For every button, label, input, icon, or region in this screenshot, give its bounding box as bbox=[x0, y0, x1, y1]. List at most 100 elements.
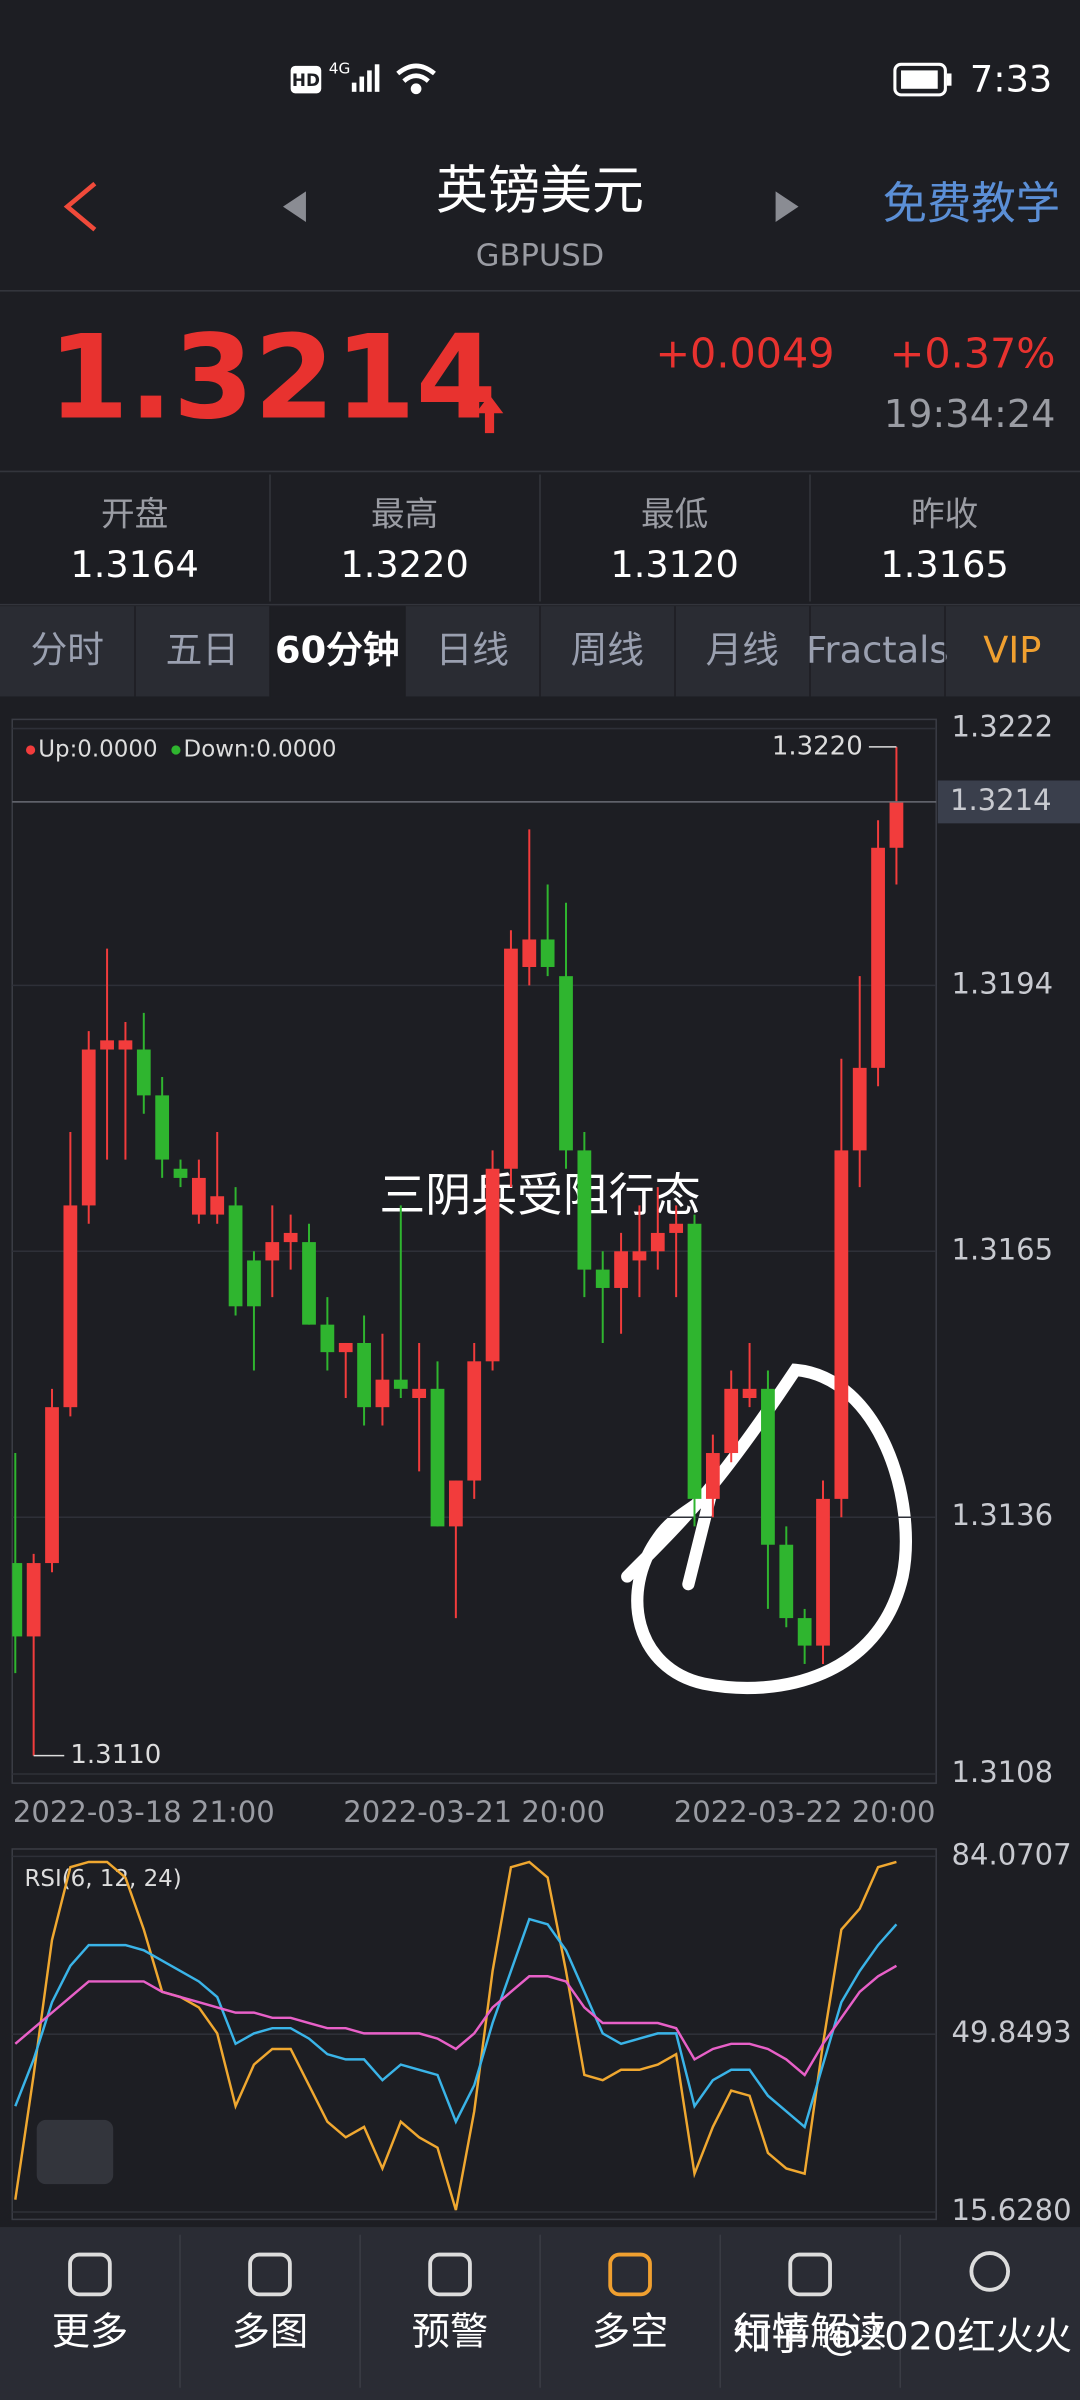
candle-body bbox=[779, 1544, 794, 1619]
tab-active-bg bbox=[270, 606, 405, 697]
candle-body bbox=[26, 1563, 41, 1637]
nav-icon bbox=[788, 2252, 832, 2297]
tab[interactable]: 分时 bbox=[31, 629, 104, 672]
candle-body bbox=[650, 1232, 665, 1252]
nav-icon bbox=[608, 2252, 652, 2297]
annotation: 三阴兵受阻行态 bbox=[379, 1168, 700, 1222]
candle-body bbox=[320, 1324, 335, 1353]
candle-body bbox=[228, 1205, 243, 1307]
high-marker-label: 1.3220 bbox=[772, 731, 863, 761]
candle-body bbox=[338, 1342, 353, 1353]
legend-dot bbox=[26, 745, 36, 755]
stat-value: 1.3165 bbox=[880, 543, 1008, 586]
back-button[interactable] bbox=[63, 181, 97, 232]
candle-body bbox=[173, 1168, 188, 1178]
nav-item[interactable]: 更多 bbox=[52, 2310, 128, 2355]
nav-item[interactable]: 多空 bbox=[592, 2310, 668, 2355]
tab[interactable]: 60分钟 bbox=[275, 629, 400, 672]
stat-value: 1.3120 bbox=[610, 543, 738, 586]
prev-button[interactable] bbox=[283, 191, 306, 222]
candle-body bbox=[522, 939, 537, 967]
last-price-tag bbox=[937, 780, 1080, 824]
legend-label: Up:0.0000 bbox=[38, 736, 157, 762]
battery-tip bbox=[946, 73, 952, 86]
nav-item[interactable]: 预警 bbox=[412, 2310, 488, 2355]
tab[interactable]: 周线 bbox=[571, 629, 644, 672]
candle-body bbox=[834, 1150, 849, 1499]
candle-body bbox=[687, 1223, 702, 1499]
legend-dot bbox=[171, 745, 181, 755]
price-plot bbox=[12, 727, 937, 1775]
candle-body bbox=[45, 1407, 59, 1564]
signal-icon bbox=[351, 64, 380, 92]
clock: 7:33 bbox=[970, 58, 1052, 101]
low-marker-label: 1.3110 bbox=[70, 1740, 161, 1770]
rsi-title: RSI(6, 12, 24) bbox=[24, 1866, 181, 1892]
price: 1.3214 bbox=[48, 310, 497, 445]
y-tick-label: 1.3194 bbox=[952, 966, 1054, 1000]
candle-body bbox=[247, 1260, 261, 1307]
candle-body bbox=[816, 1498, 830, 1646]
nav-icon bbox=[248, 2252, 292, 2297]
candle-body bbox=[100, 1040, 114, 1050]
watermark: 知乎 @2020红火火 bbox=[733, 2314, 1072, 2359]
y-tick-label: 84.0707 bbox=[952, 1837, 1072, 1871]
tab[interactable]: Fractals bbox=[806, 629, 948, 672]
candle-body bbox=[540, 939, 555, 967]
nav-icon bbox=[68, 2252, 112, 2297]
candle-body bbox=[467, 1361, 482, 1481]
nav-item[interactable]: 多图 bbox=[232, 2310, 308, 2355]
candle-body bbox=[136, 1049, 151, 1096]
nav-item[interactable]: 行情解读 bbox=[734, 2310, 887, 2355]
candle-body bbox=[448, 1480, 463, 1527]
next-button[interactable] bbox=[775, 191, 799, 222]
tab[interactable]: 日线 bbox=[436, 629, 509, 672]
y-tick-label: 1.3222 bbox=[952, 710, 1054, 744]
candle-body bbox=[191, 1177, 206, 1215]
x-tick-label: 2022-03-21 20:00 bbox=[343, 1795, 605, 1829]
nav-icon bbox=[428, 2252, 472, 2297]
candle-body bbox=[63, 1205, 78, 1408]
candle-body bbox=[724, 1388, 739, 1454]
tab[interactable]: 月线 bbox=[706, 629, 779, 672]
rsi-line bbox=[14, 1964, 898, 2077]
change: +0.0049 bbox=[655, 330, 834, 378]
stat-label: 最高 bbox=[371, 494, 438, 533]
candle-body bbox=[797, 1618, 812, 1646]
rsi-plot bbox=[12, 1855, 937, 2213]
title: 英镑美元 bbox=[436, 161, 644, 221]
legend-label: Down:0.0000 bbox=[184, 736, 337, 762]
candle-body bbox=[210, 1196, 225, 1215]
candle-body bbox=[742, 1388, 757, 1399]
stat-label: 昨收 bbox=[911, 494, 978, 533]
candle-body bbox=[412, 1388, 427, 1399]
candle-body bbox=[430, 1388, 445, 1527]
stat-label: 最低 bbox=[641, 494, 708, 533]
wifi-icon bbox=[396, 63, 436, 95]
candle-body bbox=[632, 1251, 647, 1261]
battery-icon bbox=[893, 62, 947, 97]
hand-drawn-circle bbox=[621, 1363, 912, 1695]
candle-body bbox=[614, 1251, 628, 1288]
rsi-line bbox=[14, 1917, 898, 2130]
tab[interactable]: 五日 bbox=[166, 629, 239, 672]
candle-body bbox=[81, 1049, 96, 1206]
candle-body bbox=[577, 1150, 592, 1270]
y-tick-label: 1.3136 bbox=[952, 1498, 1054, 1532]
y-tick-label: 15.6280 bbox=[952, 2193, 1072, 2227]
candle-body bbox=[283, 1232, 298, 1243]
layout-toggle[interactable] bbox=[36, 2119, 114, 2185]
candle-body bbox=[302, 1242, 316, 1325]
y-tick-label: 1.3108 bbox=[952, 1755, 1054, 1789]
candle-body bbox=[595, 1269, 610, 1288]
battery-level bbox=[901, 70, 938, 89]
change-pct: +0.37% bbox=[890, 330, 1056, 378]
network-text: 4G bbox=[329, 59, 351, 77]
nav-icon[interactable] bbox=[969, 2251, 1011, 2292]
tutorial-link[interactable]: 免费教学 bbox=[883, 179, 1060, 230]
tab[interactable]: VIP bbox=[983, 629, 1041, 672]
candle-body bbox=[705, 1453, 720, 1499]
stat-value: 1.3220 bbox=[340, 543, 468, 586]
